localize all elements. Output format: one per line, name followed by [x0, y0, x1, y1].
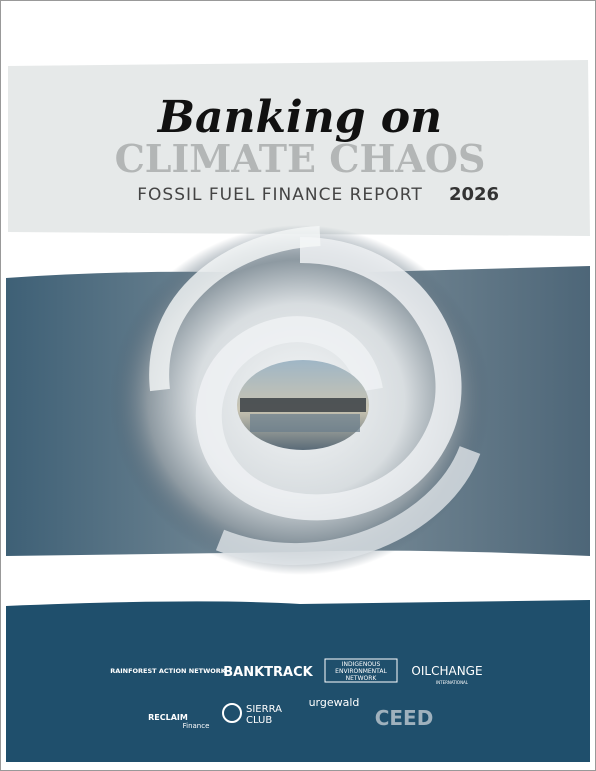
- logo-sierra-2: CLUB: [246, 715, 272, 726]
- logo-sierra-1: SIERRA: [246, 704, 282, 715]
- year: 2026: [449, 184, 499, 205]
- logo-indigenous-2: ENVIRONMENTAL: [335, 668, 387, 675]
- logo-reclaim: RECLAIM: [148, 713, 188, 722]
- cover: Banking on CLIMATE CHAOS FOSSIL FUEL FIN…: [0, 0, 596, 771]
- logo-oilchange-sub: INTERNATIONAL: [436, 680, 469, 685]
- hurricane: [110, 225, 490, 575]
- title-line2: CLIMATE CHAOS: [115, 136, 486, 181]
- subtitle: FOSSIL FUEL FINANCE REPORT: [137, 185, 422, 205]
- logo-urgewald: urgewald: [309, 696, 360, 709]
- logo-oilchange: OILCHANGE: [411, 664, 482, 678]
- logo-indigenous-3: NETWORK: [346, 675, 378, 682]
- page: Banking on CLIMATE CHAOS FOSSIL FUEL FIN…: [0, 0, 596, 771]
- logo-indigenous-1: INDIGENOUS: [342, 661, 381, 668]
- footer-band: [6, 600, 590, 762]
- logo-reclaim-sub: Finance: [183, 722, 210, 730]
- logo-ceed: CEED: [375, 706, 434, 730]
- logo-banktrack: BANKTRACK: [223, 665, 313, 680]
- logo-rainforest: RAINFOREST ACTION NETWORK: [110, 667, 227, 675]
